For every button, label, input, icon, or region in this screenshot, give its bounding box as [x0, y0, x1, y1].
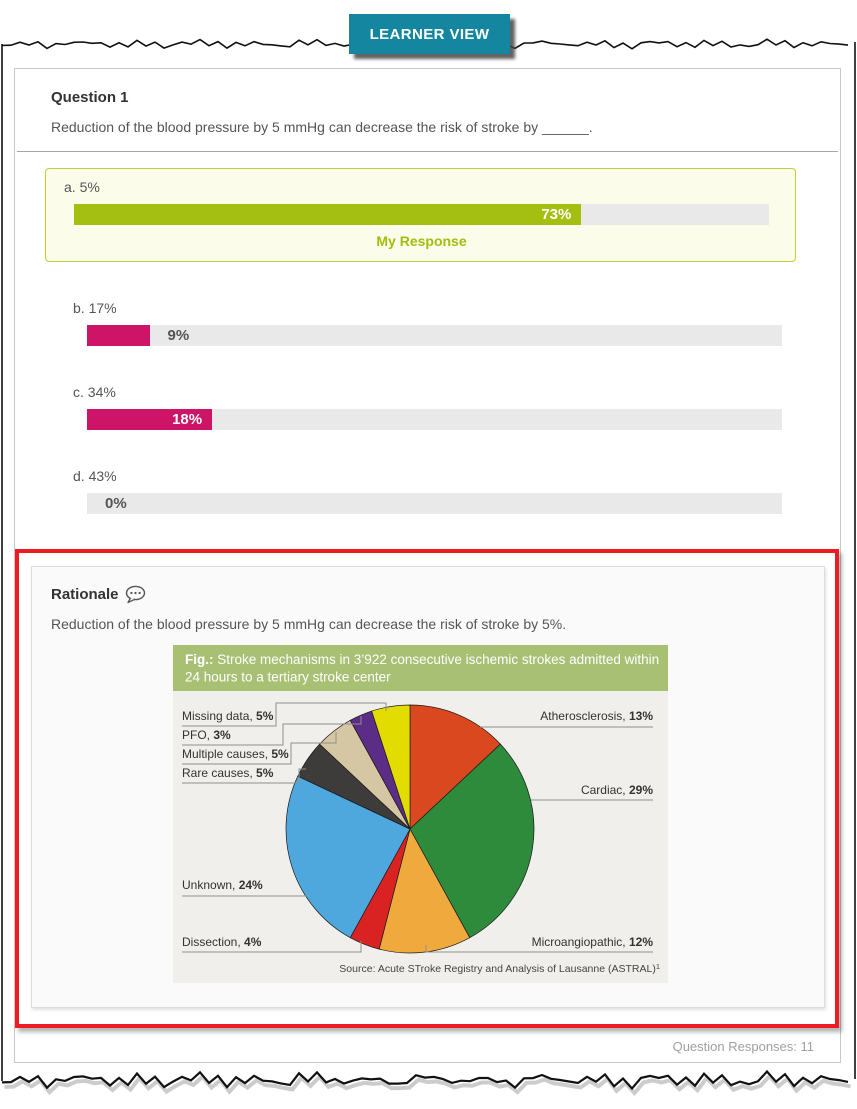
response-bar-track-a: 73% — [74, 204, 769, 225]
annotation-highlight-rectangle: Rationale Reduction of the blood pressur… — [15, 549, 839, 1028]
option-c-text: 34% — [87, 384, 116, 400]
svg-text:Fig.: Stroke mechanisms in 3’9: Fig.: Stroke mechanisms in 3’922 consecu… — [185, 652, 659, 667]
answer-option-d: d. 43% 0% — [59, 468, 840, 514]
divider — [17, 151, 838, 152]
pie-label-unknown: Unknown, 24% — [182, 878, 263, 892]
rationale-title: Rationale — [51, 586, 119, 603]
answer-option-b: b. 17% 9% — [59, 300, 840, 346]
response-bar-fill-c: 18% — [87, 409, 213, 430]
option-a-label: a. 5% — [64, 179, 795, 195]
option-d-text: 43% — [88, 468, 117, 484]
pie-label-pfo: PFO, 3% — [182, 728, 231, 742]
speech-bubble-icon — [125, 585, 145, 604]
pie-label-cardiac: Cardiac, 29% — [581, 783, 653, 797]
rationale-panel: Rationale Reduction of the blood pressur… — [31, 566, 825, 1008]
option-b-label: b. 17% — [73, 300, 840, 316]
option-c-label: c. 34% — [73, 384, 840, 400]
pie-label-atherosclerosis: Atherosclerosis, 13% — [540, 709, 653, 723]
pie-slice-cardiac — [409, 743, 535, 939]
response-percentage-a: 73% — [541, 206, 572, 223]
response-bar-track-b: 9% — [87, 325, 782, 346]
stroke-mechanisms-pie-chart: Fig.: Stroke mechanisms in 3’922 consecu… — [173, 645, 668, 983]
pie-label-dissection: Dissection, 4% — [182, 935, 262, 949]
answer-option-a: a. 5% 73% My Response — [45, 168, 796, 262]
question-text: Reduction of the blood pressure by 5 mmH… — [51, 119, 593, 135]
option-b-text: 17% — [88, 300, 117, 316]
option-b-letter: b. — [73, 300, 85, 316]
learner-view-badge: LEARNER VIEW — [349, 14, 510, 54]
chart-source: Source: Acute STroke Registry and Analys… — [339, 962, 660, 975]
response-percentage-c: 18% — [172, 411, 203, 428]
option-d-letter: d. — [73, 468, 85, 484]
pie-chart-svg: Fig.: Stroke mechanisms in 3’922 consecu… — [173, 645, 668, 983]
rationale-heading: Rationale — [51, 585, 824, 604]
rationale-text: Reduction of the blood pressure by 5 mmH… — [51, 616, 567, 632]
pie-label-missing-data: Missing data, 5% — [182, 709, 274, 723]
option-a-text: 5% — [79, 179, 100, 195]
response-bar-fill-a: 73% — [74, 204, 582, 225]
svg-text:24 hours to a tertiary stroke: 24 hours to a tertiary stroke center — [185, 670, 391, 685]
option-a-letter: a. — [64, 179, 76, 195]
pie-slice-unknown — [285, 775, 411, 939]
pie-slice-atherosclerosis — [409, 704, 501, 830]
pie-label-rare-causes: Rare causes, 5% — [182, 766, 274, 780]
option-c-letter: c. — [73, 384, 84, 400]
response-bar-track-c: 18% — [87, 409, 782, 430]
question-title: Question 1 — [51, 89, 129, 106]
response-bar-fill-b — [87, 325, 150, 346]
option-d-label: d. 43% — [73, 468, 840, 484]
question-responses-count: Question Responses: 11 — [672, 1039, 814, 1054]
pie-label-microangiopathic: Microangiopathic, 12% — [532, 935, 654, 949]
response-bar-track-d: 0% — [87, 493, 782, 514]
pie-label-multiple-causes: Multiple causes, 5% — [182, 747, 289, 761]
my-response-label: My Response — [376, 233, 467, 249]
pie-slice-missing-data — [371, 704, 411, 830]
answer-option-c: c. 34% 18% — [59, 384, 840, 430]
response-percentage-d: 0% — [105, 495, 127, 512]
response-percentage-b: 9% — [167, 327, 190, 344]
